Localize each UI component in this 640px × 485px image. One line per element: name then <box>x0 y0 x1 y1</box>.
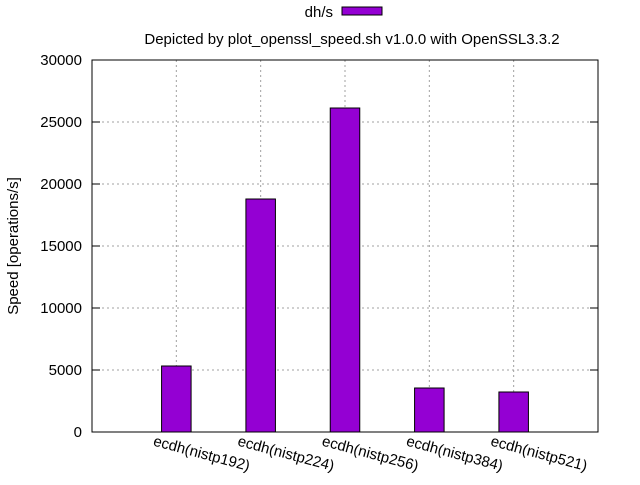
bar <box>245 198 276 433</box>
bars <box>161 107 529 433</box>
x-tick-labels: ecdh(nistp192)ecdh(nistp224)ecdh(nistp25… <box>151 433 589 475</box>
bar <box>414 387 445 433</box>
y-tick-labels: 0 5000 10000 15000 20000 25000 30000 <box>40 52 82 441</box>
y-tick-label: 25000 <box>40 114 82 131</box>
y-tick-label: 10000 <box>40 300 82 317</box>
x-tick-label: ecdh(nistp224) <box>236 433 336 475</box>
bar <box>329 107 361 433</box>
legend-label: dh/s <box>305 4 333 21</box>
bar <box>498 391 529 433</box>
legend-swatch <box>341 6 383 16</box>
x-tick-label: ecdh(nistp192) <box>151 433 251 475</box>
y-tick-label: 20000 <box>40 176 82 193</box>
bar <box>161 365 192 433</box>
chart-title: Depicted by plot_openssl_speed.sh v1.0.0… <box>144 31 559 48</box>
y-tick-label: 0 <box>74 424 82 441</box>
y-tick-label: 30000 <box>40 52 82 69</box>
y-tick-label: 5000 <box>49 362 82 379</box>
x-tick-label: ecdh(nistp384) <box>404 433 504 475</box>
x-tick-label: ecdh(nistp256) <box>320 433 420 475</box>
plot-border <box>91 59 599 433</box>
y-tick-label: 15000 <box>40 238 82 255</box>
x-tick-label: ecdh(nistp521) <box>489 433 589 475</box>
y-axis-label: Speed [operations/s] <box>5 177 22 315</box>
